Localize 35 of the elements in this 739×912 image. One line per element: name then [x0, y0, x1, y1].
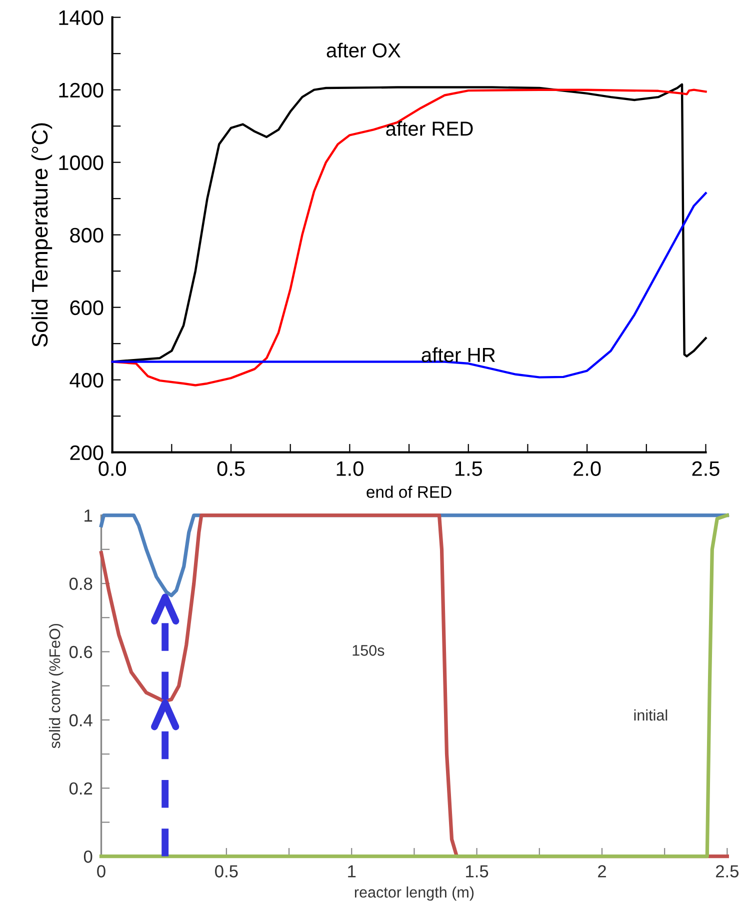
y-tick-label: 0.6	[69, 646, 92, 658]
x-axis-title: end of RED	[366, 486, 452, 498]
y-tick-label: 0	[84, 850, 92, 863]
series-label: after OX	[326, 42, 401, 58]
x-tick-label: 1.5	[455, 461, 482, 476]
y-tick-label: 1	[84, 510, 92, 522]
x-tick-label: 0.5	[215, 865, 238, 878]
y-tick-label: 0.8	[69, 578, 92, 590]
series-label: after HR	[422, 347, 495, 362]
line-series	[111, 192, 707, 378]
y-tick-label: 1400	[59, 10, 104, 26]
x-tick-label: 1.5	[466, 865, 488, 878]
line-series	[99, 513, 729, 858]
annotation: initial	[634, 709, 668, 721]
x-tick-label: 0.0	[98, 461, 126, 476]
annotation: 150s	[352, 645, 384, 656]
y-tick-label: 200	[70, 445, 104, 460]
x-tick-label: 2.5	[692, 461, 720, 476]
y-tick-label: 1000	[59, 155, 104, 170]
x-tick-label: 2	[598, 865, 606, 878]
y-tick-label: 400	[70, 372, 104, 388]
x-tick-label: 0.5	[217, 461, 245, 476]
x-tick-label: 1.0	[336, 461, 364, 476]
x-tick-label: 2.0	[574, 461, 601, 476]
y-tick-label: 800	[70, 228, 104, 243]
x-tick-label: 1	[348, 865, 356, 878]
y-tick-label: 600	[70, 300, 104, 316]
y-tick-label: 0.2	[69, 782, 92, 795]
y-axis-title: Solid Temperature (°C)	[31, 123, 52, 347]
series-label: after RED	[386, 121, 473, 136]
y-tick-label: 1200	[59, 82, 104, 98]
x-axis-title: reactor length (m)	[354, 886, 474, 901]
y-axis-title: solid conv (%FeO)	[48, 624, 64, 748]
x-tick-label: 2.5	[716, 865, 739, 878]
y-tick-label: 0.4	[69, 714, 92, 726]
